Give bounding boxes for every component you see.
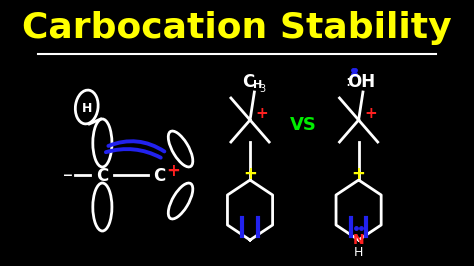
Text: H: H <box>253 80 263 90</box>
Text: N: N <box>353 233 365 247</box>
Text: H: H <box>82 102 92 114</box>
Text: +: + <box>365 106 377 122</box>
Text: C: C <box>154 167 166 185</box>
Text: +: + <box>352 165 365 183</box>
Text: H: H <box>354 247 363 260</box>
Text: C: C <box>242 73 255 91</box>
Text: +: + <box>167 162 181 180</box>
Text: :: : <box>346 74 351 89</box>
Text: 3: 3 <box>259 84 265 94</box>
Text: +: + <box>256 106 269 122</box>
Text: OH: OH <box>347 73 375 91</box>
Text: VS: VS <box>290 116 317 134</box>
Text: +: + <box>243 165 257 183</box>
Text: C: C <box>96 167 109 185</box>
Text: –: – <box>63 167 73 185</box>
Text: Carbocation Stability: Carbocation Stability <box>22 11 452 45</box>
